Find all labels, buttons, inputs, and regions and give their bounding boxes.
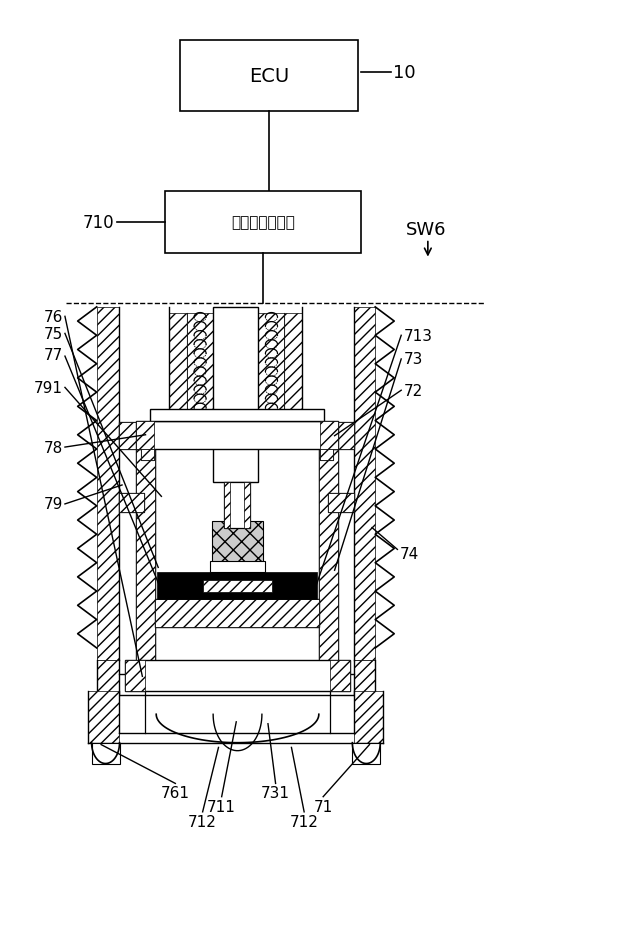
Bar xyxy=(259,313,284,440)
Bar xyxy=(223,483,230,528)
Bar xyxy=(150,409,324,421)
Text: SW6: SW6 xyxy=(406,221,446,239)
Bar xyxy=(320,449,333,461)
Bar xyxy=(141,449,154,461)
Bar xyxy=(97,661,119,696)
Text: ECU: ECU xyxy=(249,67,289,86)
Text: 761: 761 xyxy=(161,785,190,801)
Bar xyxy=(92,743,120,764)
Bar xyxy=(136,421,338,449)
Text: 791: 791 xyxy=(34,381,63,395)
Bar xyxy=(223,483,250,528)
Bar xyxy=(354,691,383,743)
Bar xyxy=(136,421,154,449)
Bar xyxy=(212,522,263,580)
Bar xyxy=(119,493,144,512)
Text: 10: 10 xyxy=(393,64,415,82)
Bar xyxy=(136,449,155,661)
Text: 79: 79 xyxy=(44,497,63,512)
Bar xyxy=(244,483,250,528)
Bar xyxy=(319,449,338,661)
Bar xyxy=(119,423,144,449)
Bar xyxy=(88,691,119,743)
Text: 731: 731 xyxy=(261,785,290,801)
Text: 712: 712 xyxy=(188,814,217,829)
Bar xyxy=(213,307,259,483)
Bar xyxy=(203,580,273,592)
Text: 74: 74 xyxy=(399,546,419,561)
Text: 78: 78 xyxy=(44,440,63,455)
Text: チャージアンプ: チャージアンプ xyxy=(231,215,295,230)
Bar xyxy=(320,421,338,449)
Bar xyxy=(125,661,351,691)
Bar xyxy=(328,493,354,512)
Bar xyxy=(328,423,354,449)
Text: 711: 711 xyxy=(207,799,236,814)
Bar xyxy=(330,661,351,691)
Bar xyxy=(119,423,144,449)
Bar xyxy=(136,449,155,661)
Bar xyxy=(169,313,187,440)
Text: 713: 713 xyxy=(404,328,433,344)
Bar xyxy=(328,493,354,512)
Bar xyxy=(187,313,213,440)
Bar xyxy=(164,192,361,253)
Bar xyxy=(125,661,145,691)
Bar xyxy=(353,743,380,764)
Bar xyxy=(284,313,302,440)
Text: 712: 712 xyxy=(290,814,319,829)
Bar xyxy=(354,661,375,696)
Text: 72: 72 xyxy=(404,384,423,398)
Bar xyxy=(97,307,119,661)
Bar xyxy=(328,423,354,449)
Bar xyxy=(141,449,154,461)
Bar xyxy=(319,449,338,661)
Bar xyxy=(157,572,317,599)
Text: 71: 71 xyxy=(314,799,333,814)
Bar xyxy=(320,449,333,461)
Bar xyxy=(180,41,358,111)
Bar xyxy=(119,493,144,512)
Bar xyxy=(155,599,319,627)
Text: 77: 77 xyxy=(44,347,63,363)
Text: 75: 75 xyxy=(44,327,63,342)
Bar xyxy=(203,580,273,592)
Text: 710: 710 xyxy=(82,213,114,231)
Text: 73: 73 xyxy=(404,352,423,367)
Bar xyxy=(155,599,319,627)
Bar xyxy=(354,307,375,661)
Text: 76: 76 xyxy=(44,309,63,325)
Bar xyxy=(211,561,265,572)
